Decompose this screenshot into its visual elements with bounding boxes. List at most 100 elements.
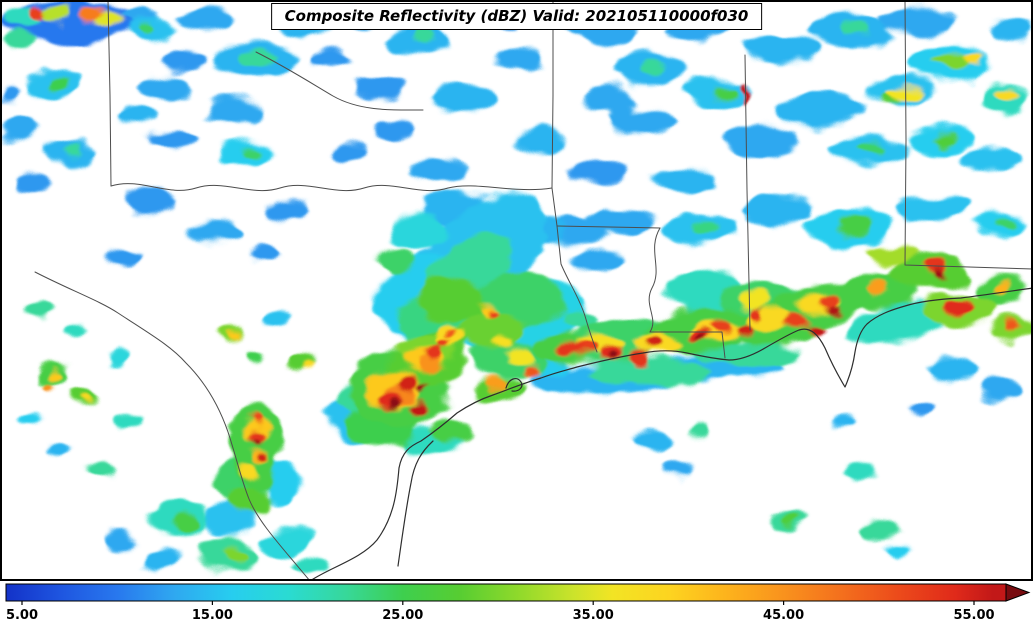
radar-echo — [11, 176, 49, 194]
state-boundary-line — [110, 183, 553, 192]
radar-echo — [861, 519, 899, 541]
radar-echo — [411, 403, 429, 417]
radar-echo — [496, 49, 544, 71]
radar-echo — [433, 421, 467, 439]
state-boundary-line — [649, 331, 726, 359]
radar-echo — [291, 559, 329, 577]
radar-echo — [420, 386, 430, 394]
radar-echo — [506, 347, 534, 363]
radar-echo — [165, 50, 205, 70]
radar-echo — [843, 21, 873, 35]
radar-echo — [417, 280, 483, 320]
radar-echo — [994, 214, 1014, 226]
radar-echo — [3, 117, 37, 143]
state-boundary-line — [551, 0, 554, 189]
radar-echo — [868, 281, 892, 295]
state-boundary-line — [648, 227, 661, 333]
state-boundary-line — [904, 0, 1033, 270]
radar-echo — [981, 379, 1019, 401]
radar-echo — [389, 398, 401, 408]
radar-echo — [572, 249, 628, 271]
radar-echo — [303, 360, 313, 368]
radar-echo — [866, 245, 914, 265]
state-boundary-line — [34, 271, 311, 581]
radar-echo — [191, 221, 239, 243]
radar-echo — [646, 339, 664, 351]
map-frame — [0, 0, 1033, 581]
radar-echo — [46, 382, 58, 390]
radar-echo — [742, 196, 818, 224]
state-boundaries — [34, 0, 1033, 581]
radar-echo — [712, 84, 736, 96]
radar-echo — [246, 415, 258, 425]
coastline — [309, 287, 1033, 581]
state-boundary-line — [556, 225, 661, 229]
radar-echo — [962, 149, 1018, 171]
radar-echo — [996, 88, 1016, 100]
radar-echo — [607, 107, 673, 133]
radar-echo — [400, 377, 420, 393]
radar-echo — [85, 8, 105, 22]
radar-echo — [697, 333, 707, 341]
colorbar-canvas: 5.00 15.00 25.00 35.00 45.00 55.00 — [5, 583, 1031, 623]
coastline — [397, 440, 434, 567]
radar-echo — [207, 99, 263, 125]
radar-echo — [433, 85, 497, 115]
radar-map-canvas — [0, 0, 1033, 581]
radar-echo — [177, 7, 233, 29]
colorbar-tick-label: 55.00 — [953, 608, 994, 623]
radar-echo — [101, 243, 139, 261]
map-title-text: Composite Reflectivity (dBZ) Valid: 2021… — [284, 7, 749, 25]
radar-echo — [820, 293, 840, 307]
radar-echo — [522, 364, 538, 376]
radar-echo — [739, 291, 773, 309]
radar-echo — [829, 305, 843, 315]
radar-echo — [269, 199, 311, 221]
radar-echo — [64, 146, 80, 156]
radar-echo — [86, 461, 114, 479]
radar-echo — [146, 129, 194, 151]
radar-echo — [407, 159, 463, 181]
radar-echo — [630, 353, 650, 367]
radar-echo — [438, 340, 452, 350]
radar-echo — [807, 324, 823, 336]
radar-echo — [497, 334, 513, 346]
state-boundary-line — [551, 187, 558, 227]
radar-echo — [329, 141, 371, 159]
radar-echo — [829, 414, 851, 426]
state-boundary-line — [556, 225, 598, 353]
radar-echo — [64, 323, 86, 337]
radar-echo — [381, 249, 419, 275]
radar-echo — [778, 93, 862, 127]
radar-echo — [141, 549, 179, 571]
radar-echo — [561, 344, 579, 356]
radar-echo — [0, 87, 20, 103]
radar-echo — [51, 368, 65, 378]
radar-echo — [882, 7, 958, 33]
radar-echo — [122, 187, 178, 213]
radar-echo — [631, 431, 669, 449]
radar-echo — [221, 548, 249, 562]
radar-echo — [266, 312, 294, 328]
radar-echo — [862, 142, 886, 154]
radar-echo — [552, 217, 608, 243]
radar-echo — [934, 270, 946, 278]
colorbar-tick-label: 45.00 — [763, 608, 804, 623]
radar-echo — [231, 486, 269, 514]
radar-echo — [906, 403, 934, 417]
radar-echo — [709, 318, 731, 332]
radar-echo — [34, 8, 50, 20]
radar-echo — [312, 51, 348, 69]
radar-echo — [445, 330, 455, 338]
radar-echo — [736, 324, 754, 336]
radar-echo — [555, 308, 595, 332]
radar-echo — [414, 32, 434, 44]
radar-echo — [49, 443, 71, 457]
radar-echo — [457, 311, 523, 349]
radar-echo — [83, 394, 93, 402]
radar-echo — [689, 424, 711, 436]
radar-echo — [240, 144, 260, 156]
radar-echo — [892, 195, 968, 225]
radar-echo — [392, 211, 448, 249]
radar-echo — [137, 22, 155, 34]
